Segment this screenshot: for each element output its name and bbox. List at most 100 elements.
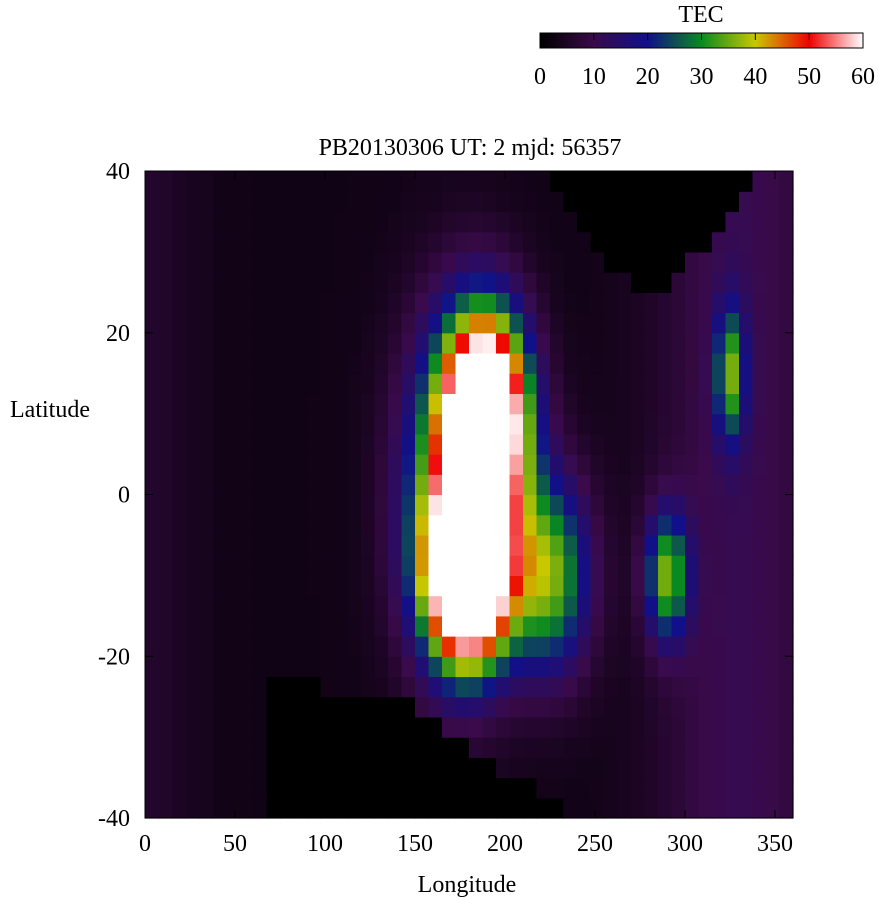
heatmap-cell <box>685 737 700 758</box>
heatmap-cell <box>280 373 295 395</box>
heatmap-cell <box>725 595 740 617</box>
heatmap-cell <box>415 797 430 819</box>
heatmap-cell <box>698 251 713 273</box>
heatmap-cell <box>374 413 389 435</box>
heatmap-cell <box>226 534 241 556</box>
heatmap-cell <box>307 352 322 374</box>
heatmap-cell <box>158 656 173 678</box>
heatmap-cell <box>361 676 376 698</box>
heatmap-cell <box>509 474 524 496</box>
heatmap-cell <box>239 454 254 475</box>
heatmap-cell <box>779 696 794 718</box>
heatmap-cell <box>145 433 160 455</box>
heatmap-cell <box>496 656 511 678</box>
heatmap-cell <box>361 656 376 678</box>
heatmap-cell <box>698 312 713 334</box>
heatmap-cell <box>442 312 457 334</box>
heatmap-cell <box>509 595 524 617</box>
heatmap-cell <box>536 474 551 496</box>
heatmap-cell <box>536 514 551 536</box>
heatmap-cell <box>577 777 592 799</box>
heatmap-cell <box>617 433 632 455</box>
heatmap-cell <box>401 211 416 233</box>
heatmap-cell <box>536 555 551 576</box>
heatmap-cell <box>455 191 470 213</box>
heatmap-cell <box>712 716 727 738</box>
heatmap-cell <box>280 211 295 233</box>
heatmap-cell <box>212 373 227 395</box>
heatmap-cell <box>185 636 200 657</box>
heatmap-cell <box>239 171 254 192</box>
heatmap-cell <box>536 454 551 475</box>
heatmap-cell <box>415 656 430 678</box>
heatmap-cell <box>199 555 214 576</box>
heatmap-cell <box>725 757 740 779</box>
heatmap-cell <box>752 595 767 617</box>
heatmap-cell <box>442 737 457 758</box>
heatmap-cell <box>523 676 538 698</box>
heatmap-cell <box>158 575 173 597</box>
heatmap-cell <box>320 797 335 819</box>
heatmap-cell <box>590 656 605 678</box>
heatmap-cell <box>496 514 511 536</box>
heatmap-cell <box>577 595 592 617</box>
heatmap-cell <box>293 636 308 657</box>
heatmap-cell <box>469 777 484 799</box>
heatmap-cell <box>388 211 403 233</box>
heatmap-cell <box>388 474 403 496</box>
heatmap-cell <box>685 615 700 637</box>
heatmap-cell <box>415 474 430 496</box>
heatmap-cell <box>685 555 700 576</box>
heatmap-cell <box>631 757 646 779</box>
heatmap-cell <box>145 595 160 617</box>
heatmap-cell <box>212 797 227 819</box>
heatmap-cell <box>725 737 740 758</box>
heatmap-cell <box>631 676 646 698</box>
heatmap-cell <box>266 636 281 657</box>
heatmap-cell <box>145 352 160 374</box>
heatmap-cell <box>212 636 227 657</box>
heatmap-cell <box>496 231 511 253</box>
heatmap-cell <box>712 534 727 556</box>
heatmap-cell <box>469 312 484 334</box>
heatmap-cell <box>577 757 592 779</box>
x-tick-label: 200 <box>487 831 523 857</box>
heatmap-cell <box>536 292 551 314</box>
heatmap-cell <box>172 656 187 678</box>
heatmap-cell <box>307 595 322 617</box>
heatmap-cell <box>469 171 484 192</box>
heatmap-cell <box>496 393 511 415</box>
heatmap-cell <box>442 191 457 213</box>
heatmap-cell <box>536 393 551 415</box>
heatmap-cell <box>739 433 754 455</box>
heatmap-cell <box>374 555 389 576</box>
heatmap-cell <box>590 757 605 779</box>
heatmap-cell <box>590 373 605 395</box>
heatmap-cell <box>401 433 416 455</box>
heatmap-cell <box>617 716 632 738</box>
heatmap-cell <box>604 454 619 475</box>
heatmap-cell <box>779 757 794 779</box>
heatmap-cell <box>158 595 173 617</box>
heatmap-cell <box>590 393 605 415</box>
heatmap-cell <box>253 757 268 779</box>
heatmap-cell <box>320 595 335 617</box>
heatmap-cell <box>671 656 686 678</box>
heatmap-cell <box>388 797 403 819</box>
heatmap-cell <box>577 251 592 273</box>
heatmap-cell <box>604 272 619 293</box>
heatmap-cell <box>212 777 227 799</box>
heatmap-cell <box>172 696 187 718</box>
heatmap-cell <box>509 393 524 415</box>
heatmap-cell <box>563 636 578 657</box>
heatmap-cell <box>428 332 443 354</box>
heatmap-cell <box>455 332 470 354</box>
heatmap-cell <box>712 514 727 536</box>
heatmap-cell <box>563 211 578 233</box>
heatmap-cell <box>293 454 308 475</box>
heatmap-cell <box>482 555 497 576</box>
heatmap-cell <box>361 696 376 718</box>
heatmap-cell <box>293 555 308 576</box>
heatmap-cell <box>604 413 619 435</box>
heatmap-cell <box>172 171 187 192</box>
